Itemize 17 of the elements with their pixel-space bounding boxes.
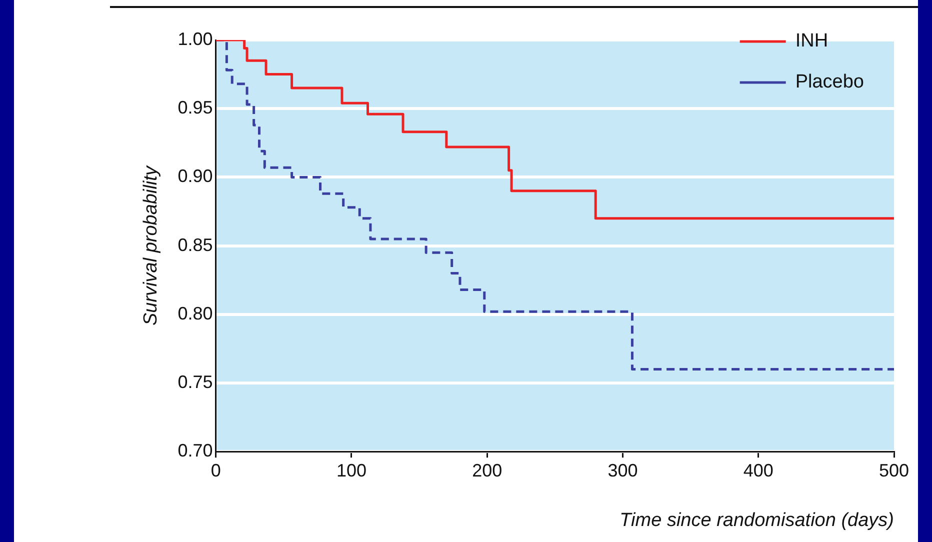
x-tick-label: 200 [472,460,502,480]
legend-label: Placebo [795,72,864,93]
x-tick-label: 300 [608,460,638,480]
y-tick-label: 1.00 [178,28,213,49]
y-tick-label: 0.95 [178,98,213,118]
y-tick-label: 0.80 [178,303,213,324]
y-tick-label: 0.90 [178,166,213,186]
legend-label: INH [795,30,828,52]
x-tick-label: 400 [743,460,774,480]
x-axis-title: Time since randomisation (days) [620,510,894,531]
x-tick-label: 500 [878,460,910,480]
y-tick-label: 0.70 [178,440,213,461]
y-tick-label: 0.85 [178,234,213,255]
y-axis-title: Survival probability [140,164,162,326]
x-tick-label: 0 [210,460,221,480]
y-tick-label: 0.75 [178,372,213,392]
x-tick-label: 100 [336,460,366,480]
